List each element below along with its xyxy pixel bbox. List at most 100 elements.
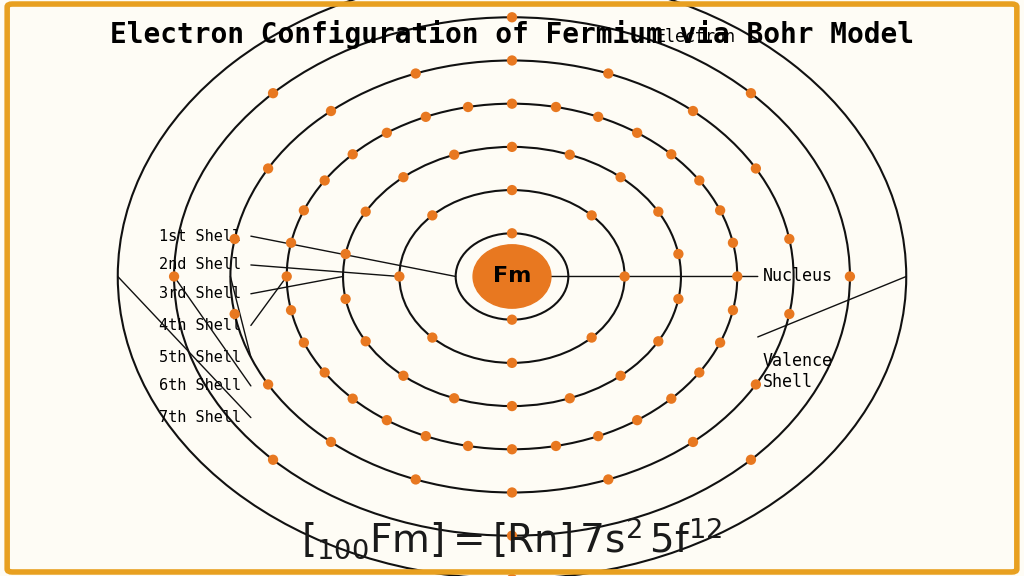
Point	[391, 272, 408, 281]
Point	[612, 371, 629, 380]
Point	[748, 164, 764, 173]
Point	[561, 150, 578, 160]
Point	[548, 441, 564, 450]
Point	[283, 306, 299, 315]
Text: 2nd Shell: 2nd Shell	[159, 257, 241, 272]
Point	[460, 441, 476, 450]
Point	[650, 207, 667, 216]
Point	[504, 445, 520, 454]
Point	[729, 272, 745, 281]
Point	[504, 358, 520, 367]
Point	[265, 455, 282, 464]
Text: 4th Shell: 4th Shell	[159, 318, 241, 333]
Point	[590, 431, 606, 441]
Point	[670, 294, 686, 304]
Text: Valence
Shell: Valence Shell	[763, 352, 833, 391]
Point	[504, 142, 520, 151]
Point	[742, 455, 759, 464]
Point	[561, 393, 578, 403]
Point	[260, 164, 276, 173]
Point	[781, 234, 798, 244]
Point	[408, 69, 424, 78]
Point	[504, 229, 520, 238]
Text: 1st Shell: 1st Shell	[159, 229, 241, 244]
Point	[664, 394, 680, 403]
Point	[670, 249, 686, 259]
Text: Nucleus: Nucleus	[763, 267, 833, 286]
Point	[691, 176, 708, 185]
Point	[316, 368, 333, 377]
Ellipse shape	[473, 245, 551, 308]
Point	[323, 107, 339, 116]
Point	[691, 368, 708, 377]
Point	[650, 337, 667, 346]
Point	[748, 380, 764, 389]
Point	[395, 173, 412, 182]
Point	[279, 272, 295, 281]
Point	[418, 431, 434, 441]
Text: 7th Shell: 7th Shell	[159, 410, 241, 425]
Point	[712, 338, 728, 347]
Point	[357, 207, 374, 216]
Point	[379, 415, 395, 425]
Point	[742, 89, 759, 98]
Point	[379, 128, 395, 138]
Point	[725, 306, 741, 315]
Text: 3rd Shell: 3rd Shell	[159, 286, 241, 301]
Point	[357, 336, 374, 346]
Point	[504, 56, 520, 65]
Point	[446, 393, 463, 403]
Point	[725, 238, 741, 247]
Point	[316, 176, 333, 185]
Point	[504, 574, 520, 576]
Point	[260, 380, 276, 389]
Point	[504, 531, 520, 540]
Text: Electron Configuration of Fermium via Bohr Model: Electron Configuration of Fermium via Bo…	[110, 20, 914, 49]
Point	[446, 150, 463, 160]
Point	[590, 112, 606, 122]
Point	[338, 249, 354, 259]
Point	[424, 211, 440, 220]
Point	[629, 128, 645, 138]
Point	[600, 69, 616, 78]
Point	[781, 309, 798, 319]
Point	[283, 238, 299, 247]
Point	[664, 150, 680, 159]
Point	[424, 333, 440, 342]
Point	[226, 234, 243, 244]
Point	[265, 89, 282, 98]
Point	[600, 475, 616, 484]
Point	[685, 107, 701, 116]
Point	[408, 475, 424, 484]
Point	[460, 103, 476, 112]
Point	[166, 272, 182, 281]
Point	[685, 437, 701, 446]
Text: 5th Shell: 5th Shell	[159, 350, 241, 365]
Point	[344, 394, 360, 403]
Point	[504, 315, 520, 324]
Text: 6th Shell: 6th Shell	[159, 378, 241, 393]
Point	[418, 112, 434, 122]
Point	[584, 333, 600, 342]
Point	[504, 488, 520, 497]
Point	[504, 99, 520, 108]
Point	[323, 437, 339, 446]
Point	[344, 150, 360, 159]
Point	[226, 309, 243, 319]
Text: Fm: Fm	[493, 267, 531, 286]
Point	[296, 206, 312, 215]
Point	[338, 294, 354, 304]
Point	[504, 185, 520, 195]
Point	[504, 401, 520, 411]
Text: $\mathsf{[_{100}Fm] = [Rn]\,7s^{2}\,5f^{12}}$: $\mathsf{[_{100}Fm] = [Rn]\,7s^{2}\,5f^{…	[301, 516, 723, 561]
Point	[504, 13, 520, 22]
Point	[612, 173, 629, 182]
Point	[629, 415, 645, 425]
Point	[712, 206, 728, 215]
Point	[842, 272, 858, 281]
Point	[584, 211, 600, 220]
Point	[616, 272, 633, 281]
Point	[395, 371, 412, 380]
Point	[296, 338, 312, 347]
Text: Electron: Electron	[655, 28, 735, 47]
